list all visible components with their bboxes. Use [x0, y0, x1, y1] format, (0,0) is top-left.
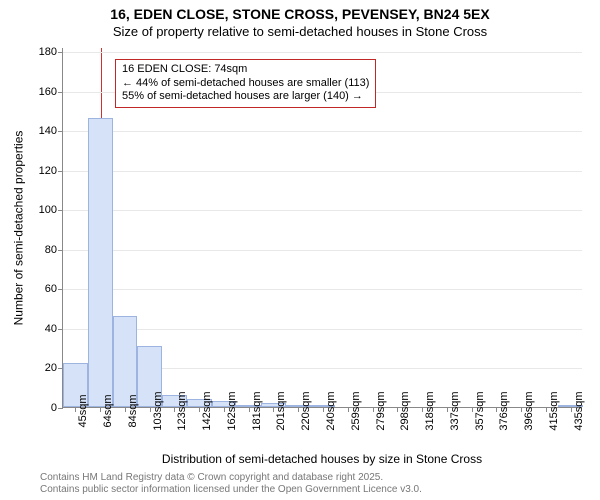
ytick-label: 180 [39, 46, 57, 58]
ytick-mark [58, 250, 63, 251]
ytick-mark [58, 131, 63, 132]
property-size-histogram: 16, EDEN CLOSE, STONE CROSS, PEVENSEY, B… [0, 0, 600, 500]
ytick-mark [58, 210, 63, 211]
xtick-label: 396sqm [521, 391, 535, 430]
gridline-h [63, 289, 582, 290]
footer-line-2: Contains public sector information licen… [40, 484, 422, 496]
gridline-h [63, 210, 582, 211]
xtick-label: 142sqm [199, 391, 213, 430]
ytick-label: 100 [39, 204, 57, 216]
attribution-footer: Contains HM Land Registry data © Crown c… [40, 472, 422, 496]
xtick-label: 201sqm [273, 391, 287, 430]
ytick-mark [58, 52, 63, 53]
xtick-label: 220sqm [298, 391, 312, 430]
y-axis-label-container: Number of semi-detached properties [10, 48, 26, 408]
xtick-label: 103sqm [150, 391, 164, 430]
ytick-label: 40 [45, 323, 57, 335]
ytick-label: 160 [39, 86, 57, 98]
xtick-label: 123sqm [174, 391, 188, 430]
annotation-line-2: ← 44% of semi-detached houses are smalle… [122, 77, 369, 91]
xtick-label: 435sqm [571, 391, 585, 430]
xtick-label: 64sqm [100, 394, 114, 427]
ytick-mark [58, 329, 63, 330]
plot-area: 16 EDEN CLOSE: 74sqm ← 44% of semi-detac… [62, 48, 582, 408]
ytick-label: 60 [45, 283, 57, 295]
xtick-label: 318sqm [422, 391, 436, 430]
xtick-label: 357sqm [472, 391, 486, 430]
ytick-label: 140 [39, 125, 57, 137]
gridline-h [63, 329, 582, 330]
annotation-box: 16 EDEN CLOSE: 74sqm ← 44% of semi-detac… [115, 59, 376, 108]
ytick-label: 120 [39, 165, 57, 177]
x-axis-label: Distribution of semi-detached houses by … [62, 452, 582, 466]
y-axis-label: Number of semi-detached properties [11, 131, 25, 326]
annotation-line-1: 16 EDEN CLOSE: 74sqm [122, 63, 369, 77]
xtick-label: 298sqm [397, 391, 411, 430]
ytick-label: 20 [45, 362, 57, 374]
xtick-label: 162sqm [224, 391, 238, 430]
ytick-label: 0 [51, 402, 57, 414]
annotation-line-3: 55% of semi-detached houses are larger (… [122, 90, 369, 104]
xtick-label: 415sqm [546, 391, 560, 430]
gridline-h [63, 171, 582, 172]
ytick-mark [58, 408, 63, 409]
xtick-label: 337sqm [447, 391, 461, 430]
gridline-h [63, 52, 582, 53]
xtick-label: 181sqm [249, 391, 263, 430]
footer-line-1: Contains HM Land Registry data © Crown c… [40, 472, 422, 484]
xtick-label: 279sqm [373, 391, 387, 430]
chart-subtitle: Size of property relative to semi-detach… [0, 24, 600, 39]
histogram-bar [88, 118, 113, 407]
ytick-mark [58, 92, 63, 93]
chart-title-address: 16, EDEN CLOSE, STONE CROSS, PEVENSEY, B… [0, 6, 600, 22]
ytick-label: 80 [45, 244, 57, 256]
xtick-label: 45sqm [75, 394, 89, 427]
histogram-bar [113, 316, 138, 407]
gridline-h [63, 131, 582, 132]
ytick-mark [58, 171, 63, 172]
xtick-label: 84sqm [125, 394, 139, 427]
gridline-h [63, 250, 582, 251]
xtick-label: 240sqm [323, 391, 337, 430]
xtick-label: 259sqm [348, 391, 362, 430]
xtick-label: 376sqm [496, 391, 510, 430]
ytick-mark [58, 289, 63, 290]
